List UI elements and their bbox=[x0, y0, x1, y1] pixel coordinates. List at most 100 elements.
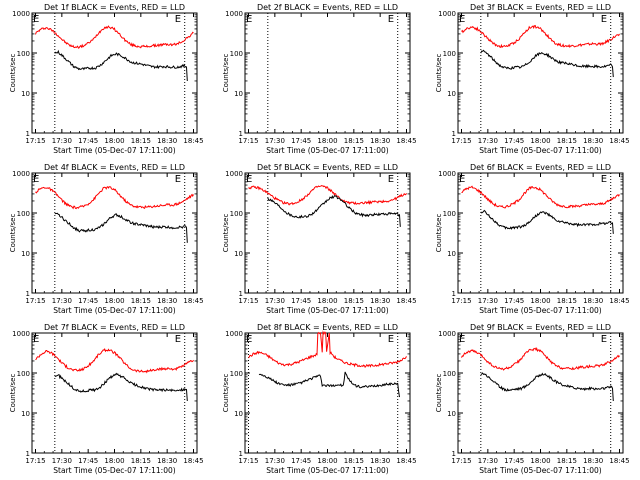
plot-frame bbox=[31, 332, 198, 454]
plot-frame bbox=[244, 12, 411, 134]
x-tick-label: 17:15 bbox=[25, 457, 45, 465]
x-tick-label: 17:30 bbox=[478, 457, 498, 465]
e-marker-left: E bbox=[459, 174, 465, 185]
y-tick-label: 1 bbox=[452, 450, 456, 458]
e-marker-right: E bbox=[175, 14, 181, 25]
x-tick-label: 18:15 bbox=[557, 297, 577, 305]
y-axis-label: Counts/sec bbox=[9, 214, 17, 253]
plot-frame bbox=[31, 172, 198, 294]
y-tick-label: 1 bbox=[239, 130, 243, 138]
x-tick-label: 18:15 bbox=[344, 137, 364, 145]
x-tick-label: 18:45 bbox=[396, 457, 416, 465]
events-series-line bbox=[54, 212, 188, 243]
y-axis-label: Counts/sec bbox=[222, 214, 230, 253]
y-tick-label: 100 bbox=[17, 370, 30, 378]
x-tick-label: 17:30 bbox=[265, 297, 285, 305]
detector-panel-3: Det 3f BLACK = Events, RED = LLD 1 10 100 10… bbox=[435, 3, 630, 155]
y-tick-label: 1 bbox=[26, 130, 30, 138]
x-tick-label: 17:30 bbox=[265, 457, 285, 465]
events-series-line bbox=[54, 372, 188, 402]
x-tick-label: 18:15 bbox=[131, 137, 151, 145]
x-tick-label: 17:15 bbox=[238, 137, 258, 145]
events-series-line bbox=[258, 371, 400, 398]
x-tick-label: 18:15 bbox=[557, 457, 577, 465]
y-tick-label: 100 bbox=[443, 50, 456, 58]
x-tick-label: 18:30 bbox=[583, 457, 603, 465]
y-tick-label: 100 bbox=[230, 370, 243, 378]
events-series-line bbox=[480, 209, 614, 234]
x-tick-label: 18:45 bbox=[183, 297, 203, 305]
panel-title: Det 8f BLACK = Events, RED = LLD bbox=[257, 323, 398, 332]
e-marker-right: E bbox=[601, 14, 607, 25]
y-tick-label: 100 bbox=[17, 50, 30, 58]
x-tick-label: 18:00 bbox=[317, 457, 337, 465]
x-tick-label: 18:15 bbox=[557, 137, 577, 145]
e-marker-left: E bbox=[459, 14, 465, 25]
x-tick-label: 18:00 bbox=[317, 137, 337, 145]
e-marker-left: E bbox=[33, 334, 39, 345]
e-marker-left: E bbox=[459, 334, 465, 345]
x-axis-label: Start Time (05-Dec-07 17:11:00) bbox=[53, 306, 175, 315]
plot-frame bbox=[31, 12, 198, 134]
y-tick-label: 10 bbox=[21, 90, 30, 98]
x-tick-label: 18:00 bbox=[530, 137, 550, 145]
x-tick-label: 17:15 bbox=[451, 297, 471, 305]
e-marker-left: E bbox=[246, 174, 252, 185]
y-tick-label: 1 bbox=[239, 290, 243, 298]
events-series-line bbox=[267, 194, 401, 227]
x-axis-label: Start Time (05-Dec-07 17:11:00) bbox=[479, 146, 601, 155]
y-tick-label: 100 bbox=[230, 50, 243, 58]
events-series-line bbox=[54, 49, 188, 82]
x-axis-label: Start Time (05-Dec-07 17:11:00) bbox=[266, 306, 388, 315]
detector-panel-5: Det 5f BLACK = Events, RED = LLD 1 10 100 10… bbox=[222, 163, 417, 315]
x-tick-label: 17:45 bbox=[78, 137, 98, 145]
y-tick-label: 1 bbox=[26, 290, 30, 298]
y-tick-label: 1000 bbox=[12, 170, 30, 178]
y-tick-label: 1 bbox=[452, 130, 456, 138]
y-axis-label: Counts/sec bbox=[435, 54, 443, 93]
x-tick-label: 18:00 bbox=[104, 137, 124, 145]
y-tick-label: 10 bbox=[234, 250, 243, 258]
x-tick-label: 17:45 bbox=[291, 297, 311, 305]
panel-title: Det 3f BLACK = Events, RED = LLD bbox=[470, 3, 611, 12]
x-axis-label: Start Time (05-Dec-07 17:11:00) bbox=[53, 146, 175, 155]
panel-title: Det 1f BLACK = Events, RED = LLD bbox=[44, 3, 185, 12]
x-tick-label: 18:30 bbox=[157, 137, 177, 145]
y-tick-label: 1000 bbox=[225, 170, 243, 178]
x-axis-label: Start Time (05-Dec-07 17:11:00) bbox=[479, 466, 601, 475]
y-tick-label: 10 bbox=[234, 90, 243, 98]
x-tick-label: 18:30 bbox=[583, 297, 603, 305]
x-tick-label: 17:45 bbox=[78, 457, 98, 465]
x-tick-label: 18:30 bbox=[370, 457, 390, 465]
x-tick-label: 18:45 bbox=[396, 297, 416, 305]
plot-frame bbox=[457, 172, 624, 294]
lld-series-line bbox=[35, 186, 194, 210]
y-axis-label: Counts/sec bbox=[435, 214, 443, 253]
events-series-line bbox=[480, 49, 614, 78]
lld-series-line bbox=[461, 24, 620, 49]
detector-panel-2: Det 2f BLACK = Events, RED = LLD 1 10 100 10… bbox=[222, 3, 417, 155]
y-tick-label: 10 bbox=[234, 410, 243, 418]
detector-panel-7: Det 7f BLACK = Events, RED = LLD 1 10 100 10… bbox=[9, 323, 204, 475]
y-tick-label: 100 bbox=[443, 370, 456, 378]
y-tick-label: 1000 bbox=[225, 330, 243, 338]
y-tick-label: 1000 bbox=[12, 10, 30, 18]
panel-title: Det 9f BLACK = Events, RED = LLD bbox=[470, 323, 611, 332]
y-tick-label: 10 bbox=[21, 250, 30, 258]
events-series-line bbox=[480, 372, 614, 402]
y-axis-label: Counts/sec bbox=[9, 374, 17, 413]
panel-title: Det 6f BLACK = Events, RED = LLD bbox=[470, 163, 611, 172]
plot-frame bbox=[457, 12, 624, 134]
y-tick-label: 1 bbox=[452, 290, 456, 298]
y-tick-label: 100 bbox=[443, 210, 456, 218]
x-tick-label: 18:45 bbox=[609, 297, 629, 305]
x-axis-label: Start Time (05-Dec-07 17:11:00) bbox=[266, 466, 388, 475]
x-tick-label: 18:45 bbox=[183, 457, 203, 465]
y-tick-label: 1 bbox=[26, 450, 30, 458]
x-axis-label: Start Time (05-Dec-07 17:11:00) bbox=[479, 306, 601, 315]
y-tick-label: 1000 bbox=[12, 330, 30, 338]
e-marker-left: E bbox=[246, 14, 252, 25]
x-tick-label: 18:15 bbox=[131, 297, 151, 305]
detector-panel-1: Det 1f BLACK = Events, RED = LLD 1 10 100 10… bbox=[9, 3, 204, 155]
